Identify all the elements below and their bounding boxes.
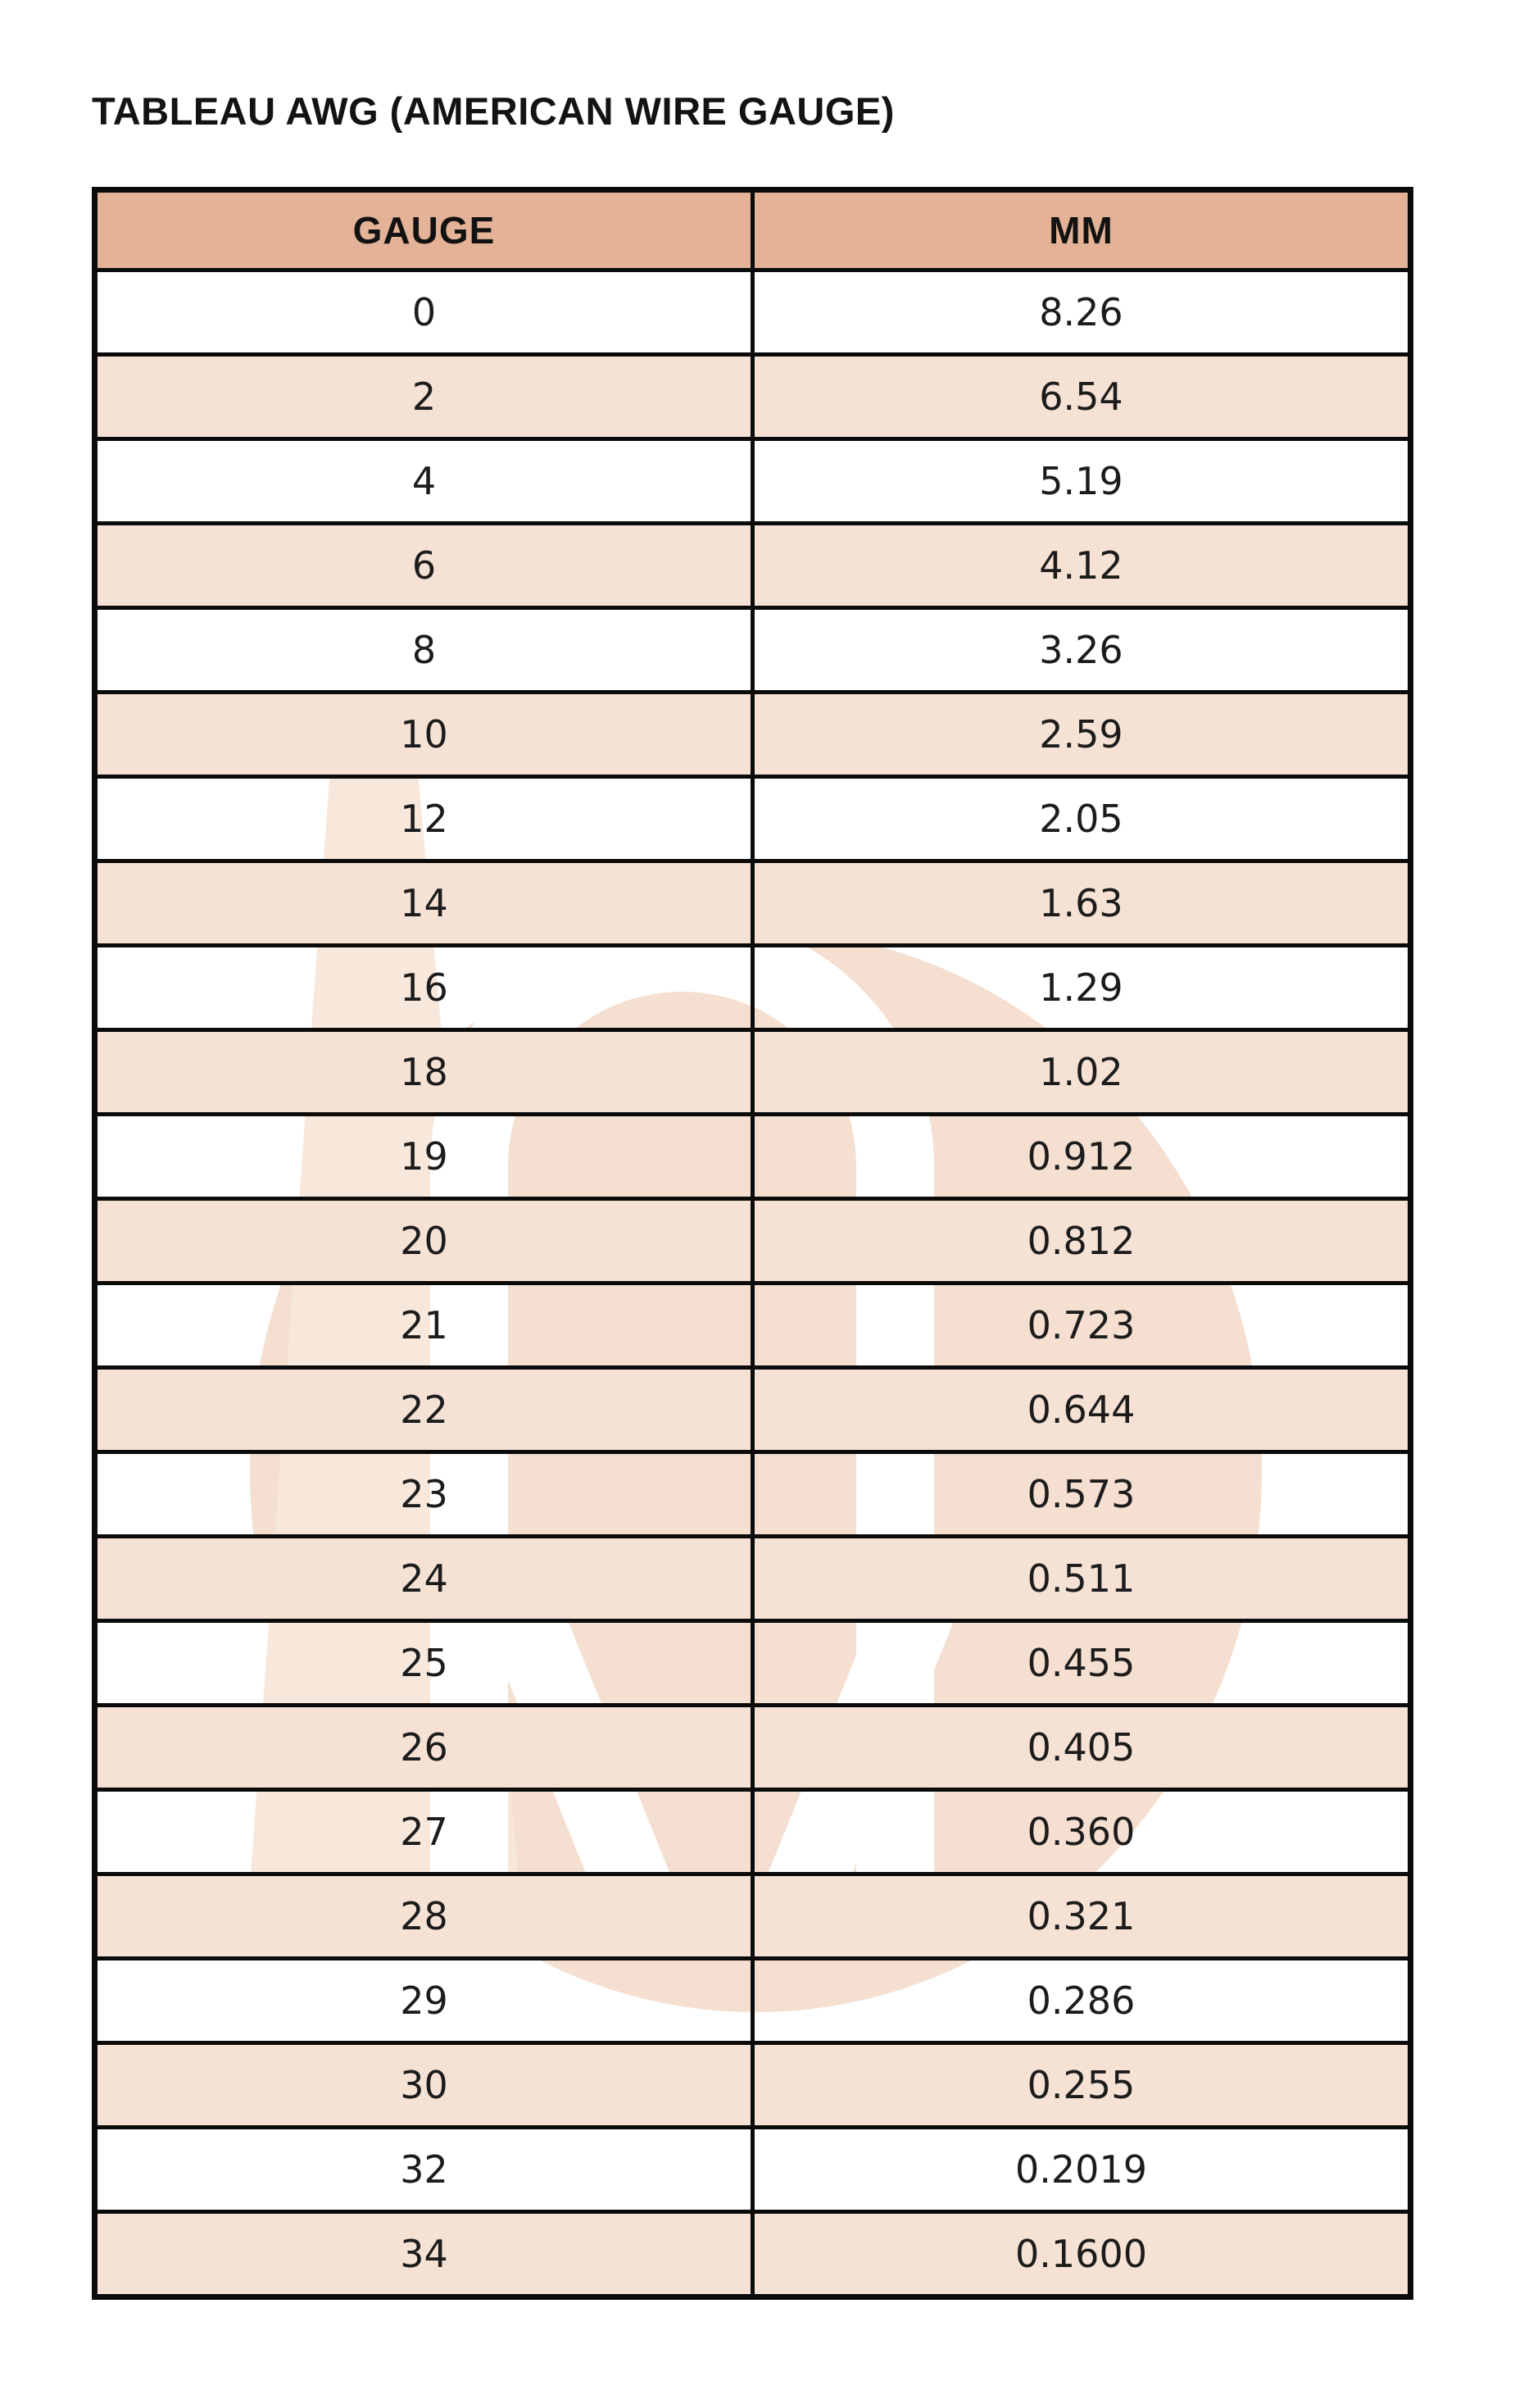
table-row: 6 4.12 bbox=[93, 521, 1413, 610]
mm-cell: 8.26 bbox=[751, 268, 1413, 357]
table-row: 26 0.405 bbox=[93, 1703, 1413, 1792]
header-row: GAUGE MM bbox=[93, 188, 1413, 272]
gauge-cell: 34 bbox=[93, 2210, 755, 2299]
mm-cell: 1.29 bbox=[751, 943, 1413, 1032]
gauge-cell: 4 bbox=[93, 437, 755, 525]
table-row: 10 2.59 bbox=[93, 690, 1413, 779]
table-row: 22 0.644 bbox=[93, 1365, 1413, 1454]
table-row: 29 0.286 bbox=[93, 1956, 1413, 2045]
gauge-cell: 29 bbox=[93, 1956, 755, 2045]
mm-cell: 0.1600 bbox=[751, 2210, 1413, 2299]
awg-table-header: GAUGE MM bbox=[93, 188, 1413, 272]
table-row: 16 1.29 bbox=[93, 943, 1413, 1032]
table-row: 0 8.26 bbox=[93, 268, 1413, 357]
table-row: 32 0.2019 bbox=[93, 2125, 1413, 2214]
gauge-cell: 26 bbox=[93, 1703, 755, 1792]
mm-cell: 0.912 bbox=[751, 1112, 1413, 1201]
mm-cell: 0.511 bbox=[751, 1534, 1413, 1623]
mm-cell: 0.2019 bbox=[751, 2125, 1413, 2214]
mm-cell: 0.723 bbox=[751, 1281, 1413, 1370]
table-row: 25 0.455 bbox=[93, 1619, 1413, 1707]
table-row: 27 0.360 bbox=[93, 1788, 1413, 1876]
table-row: 2 6.54 bbox=[93, 352, 1413, 441]
gauge-cell: 20 bbox=[93, 1197, 755, 1285]
mm-cell: 5.19 bbox=[751, 437, 1413, 525]
gauge-cell: 27 bbox=[93, 1788, 755, 1876]
table-row: 18 1.02 bbox=[93, 1028, 1413, 1116]
gauge-cell: 24 bbox=[93, 1534, 755, 1623]
mm-cell: 0.812 bbox=[751, 1197, 1413, 1285]
gauge-cell: 18 bbox=[93, 1028, 755, 1116]
table-row: 23 0.573 bbox=[93, 1450, 1413, 1538]
gauge-cell: 21 bbox=[93, 1281, 755, 1370]
gauge-column-header: GAUGE bbox=[93, 188, 755, 272]
gauge-cell: 2 bbox=[93, 352, 755, 441]
mm-cell: 0.644 bbox=[751, 1365, 1413, 1454]
mm-cell: 1.63 bbox=[751, 859, 1413, 947]
page-title: TABLEAU AWG (AMERICAN WIRE GAUGE) bbox=[92, 89, 895, 133]
table-row: 30 0.255 bbox=[93, 2041, 1413, 2129]
table-row: 28 0.321 bbox=[93, 1872, 1413, 1960]
mm-cell: 0.321 bbox=[751, 1872, 1413, 1960]
mm-cell: 0.286 bbox=[751, 1956, 1413, 2045]
table-row: 24 0.511 bbox=[93, 1534, 1413, 1623]
gauge-cell: 0 bbox=[93, 268, 755, 357]
gauge-cell: 32 bbox=[93, 2125, 755, 2214]
gauge-cell: 12 bbox=[93, 775, 755, 863]
gauge-cell: 16 bbox=[93, 943, 755, 1032]
table-row: 21 0.723 bbox=[93, 1281, 1413, 1370]
gauge-cell: 30 bbox=[93, 2041, 755, 2129]
mm-cell: 2.05 bbox=[751, 775, 1413, 863]
mm-cell: 0.455 bbox=[751, 1619, 1413, 1707]
awg-table: GAUGE MM 0 8.26 2 6.54 4 5.19 6 4.12 8 3.26 10 2.59… bbox=[92, 187, 1413, 2300]
mm-cell: 0.255 bbox=[751, 2041, 1413, 2129]
mm-cell: 6.54 bbox=[751, 352, 1413, 441]
mm-column-header: MM bbox=[751, 188, 1413, 272]
awg-table-body: 0 8.26 2 6.54 4 5.19 6 4.12 8 3.26 10 2.59 12 2.05 14 1… bbox=[93, 268, 1413, 2299]
gauge-cell: 28 bbox=[93, 1872, 755, 1960]
table-row: 12 2.05 bbox=[93, 775, 1413, 863]
mm-cell: 0.573 bbox=[751, 1450, 1413, 1538]
mm-cell: 2.59 bbox=[751, 690, 1413, 779]
gauge-cell: 25 bbox=[93, 1619, 755, 1707]
mm-cell: 3.26 bbox=[751, 606, 1413, 694]
table-row: 8 3.26 bbox=[93, 606, 1413, 694]
gauge-cell: 19 bbox=[93, 1112, 755, 1201]
gauge-cell: 8 bbox=[93, 606, 755, 694]
gauge-cell: 10 bbox=[93, 690, 755, 779]
mm-cell: 0.360 bbox=[751, 1788, 1413, 1876]
mm-cell: 0.405 bbox=[751, 1703, 1413, 1792]
gauge-cell: 22 bbox=[93, 1365, 755, 1454]
table-row: 4 5.19 bbox=[93, 437, 1413, 525]
gauge-cell: 14 bbox=[93, 859, 755, 947]
mm-cell: 1.02 bbox=[751, 1028, 1413, 1116]
gauge-cell: 23 bbox=[93, 1450, 755, 1538]
mm-cell: 4.12 bbox=[751, 521, 1413, 610]
table-row: 14 1.63 bbox=[93, 859, 1413, 947]
table-row: 19 0.912 bbox=[93, 1112, 1413, 1201]
table-row: 34 0.1600 bbox=[93, 2210, 1413, 2299]
table-row: 20 0.812 bbox=[93, 1197, 1413, 1285]
gauge-cell: 6 bbox=[93, 521, 755, 610]
